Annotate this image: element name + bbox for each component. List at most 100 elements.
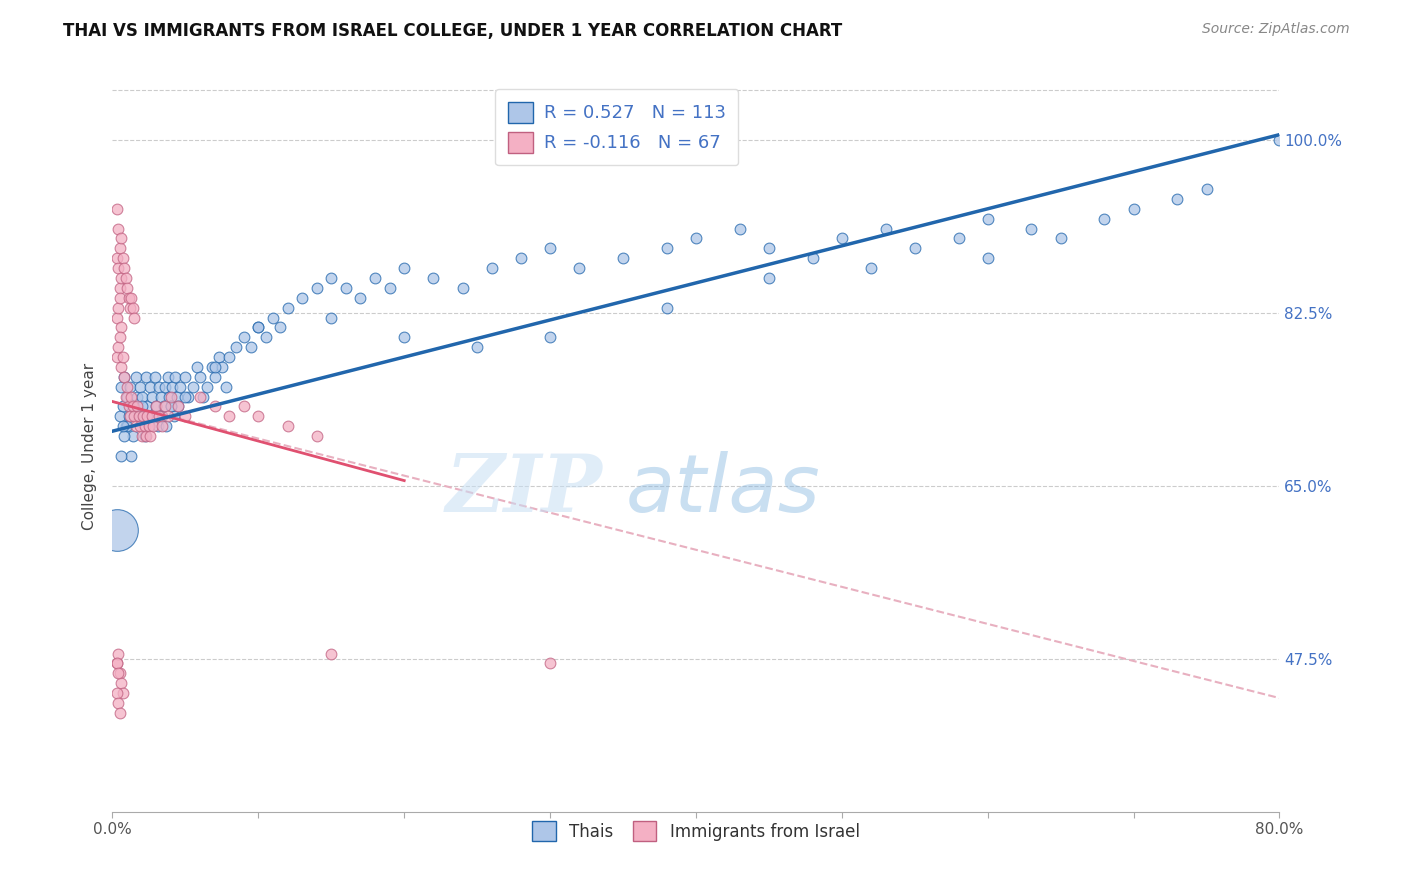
Point — [105, 657, 128, 671]
Point — [110, 320, 132, 334]
Point — [128, 409, 150, 424]
Point — [291, 291, 314, 305]
Point — [107, 666, 129, 681]
Point — [120, 291, 142, 305]
Point — [108, 666, 131, 681]
Point — [131, 390, 153, 404]
Point — [160, 400, 183, 414]
Point — [150, 409, 173, 424]
Point — [976, 251, 998, 265]
Point — [108, 706, 131, 720]
Point — [115, 419, 138, 434]
Point — [122, 400, 145, 414]
Point — [108, 281, 131, 295]
Point — [134, 429, 156, 443]
Point — [135, 429, 157, 443]
Point — [305, 429, 328, 443]
Point — [134, 419, 156, 434]
Point — [115, 390, 138, 404]
Point — [163, 409, 186, 424]
Point — [128, 409, 150, 424]
Point — [118, 301, 141, 315]
Point — [240, 340, 263, 354]
Point — [115, 380, 138, 394]
Point — [110, 231, 132, 245]
Point — [218, 350, 240, 364]
Point — [321, 647, 343, 661]
Point — [124, 400, 146, 414]
Point — [138, 419, 160, 434]
Point — [105, 657, 128, 671]
Point — [108, 409, 131, 424]
Point — [124, 409, 146, 424]
Point — [904, 241, 927, 255]
Point — [204, 400, 226, 414]
Point — [394, 330, 416, 344]
Point — [1122, 202, 1144, 216]
Point — [107, 261, 129, 276]
Point — [105, 202, 128, 216]
Point — [117, 291, 139, 305]
Point — [378, 281, 401, 295]
Point — [150, 419, 173, 434]
Point — [305, 281, 328, 295]
Point — [276, 301, 298, 315]
Point — [177, 390, 200, 404]
Point — [146, 419, 169, 434]
Point — [118, 380, 141, 394]
Point — [321, 310, 343, 325]
Point — [465, 340, 488, 354]
Point — [112, 429, 135, 443]
Point — [142, 419, 165, 434]
Point — [247, 320, 270, 334]
Point — [269, 320, 291, 334]
Point — [129, 380, 152, 394]
Point — [125, 369, 148, 384]
Point — [1049, 231, 1071, 245]
Point — [160, 400, 183, 414]
Point — [188, 390, 211, 404]
Point — [195, 380, 218, 394]
Point — [108, 330, 131, 344]
Point — [117, 409, 139, 424]
Point — [509, 251, 531, 265]
Point — [758, 241, 780, 255]
Point — [149, 390, 172, 404]
Point — [262, 310, 284, 325]
Point — [481, 261, 503, 276]
Point — [831, 231, 853, 245]
Point — [174, 390, 197, 404]
Point — [142, 409, 165, 424]
Point — [111, 419, 134, 434]
Point — [204, 369, 226, 384]
Point — [110, 359, 132, 374]
Point — [148, 380, 170, 394]
Point — [538, 330, 561, 344]
Point — [131, 400, 153, 414]
Point — [153, 400, 176, 414]
Point — [145, 400, 167, 414]
Point — [451, 281, 474, 295]
Point — [129, 419, 152, 434]
Point — [105, 350, 128, 364]
Point — [568, 261, 591, 276]
Point — [728, 221, 751, 235]
Point — [247, 409, 270, 424]
Point — [112, 369, 135, 384]
Point — [1094, 211, 1116, 226]
Point — [349, 291, 371, 305]
Point — [107, 340, 129, 354]
Point — [166, 390, 188, 404]
Point — [139, 429, 162, 443]
Point — [655, 241, 678, 255]
Point — [538, 241, 561, 255]
Point — [127, 400, 149, 414]
Point — [169, 380, 191, 394]
Point — [132, 409, 155, 424]
Point — [685, 231, 707, 245]
Point — [125, 419, 148, 434]
Point — [276, 419, 298, 434]
Point — [157, 390, 180, 404]
Point — [1166, 192, 1188, 206]
Point — [111, 400, 134, 414]
